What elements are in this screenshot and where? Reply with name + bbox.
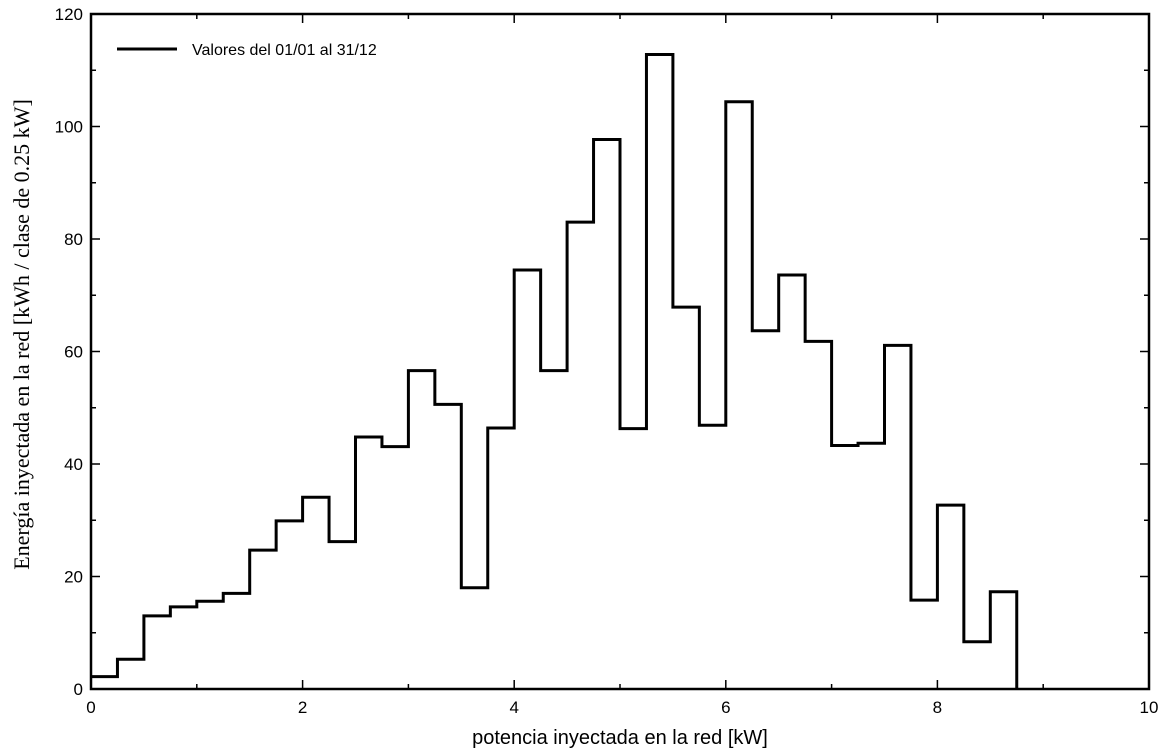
y-tick-label: 120 [55, 5, 83, 24]
histogram-bin [329, 542, 355, 689]
histogram-bin [673, 307, 699, 689]
histogram-bin [646, 55, 672, 690]
histogram-bin [117, 659, 143, 689]
series-layer [91, 53, 1019, 690]
histogram-bin [594, 139, 620, 689]
histogram-bin [620, 429, 646, 689]
y-tick-label: 0 [74, 680, 83, 699]
x-tick-label: 4 [509, 698, 518, 717]
histogram-bin [276, 521, 302, 689]
histogram-bin [567, 222, 593, 689]
histogram-bin [223, 593, 249, 689]
histogram-bin [990, 592, 1016, 689]
legend-label: Valores del 01/01 al 31/12 [192, 42, 377, 59]
histogram-bin [488, 428, 514, 689]
x-tick-label: 6 [721, 698, 730, 717]
y-tick-label: 20 [64, 568, 83, 587]
histogram-bin [514, 270, 540, 689]
series-step-line [91, 53, 1019, 689]
histogram-bin [408, 371, 434, 689]
histogram-bin [461, 588, 487, 689]
histogram-bin [303, 497, 329, 689]
y-tick-label: 80 [64, 230, 83, 249]
histogram-bin [911, 600, 937, 689]
x-axis-label: potencia inyectada en la red [kW] [472, 727, 768, 749]
histogram-bin [541, 371, 567, 689]
histogram-bin [964, 642, 990, 689]
histogram-bin [779, 275, 805, 689]
histogram-bin [699, 425, 725, 689]
x-tick-label: 8 [933, 698, 942, 717]
histogram-bin [435, 404, 461, 689]
histogram-bin [832, 445, 858, 689]
histogram-bin [726, 102, 752, 689]
histogram-bin [250, 550, 276, 689]
histogram-bin [91, 677, 117, 689]
x-tick-label: 10 [1140, 698, 1159, 717]
y-tick-label: 60 [64, 343, 83, 362]
histogram-bin [356, 437, 382, 689]
y-axis-label: Energía inyectada en la red [kWh / clase… [9, 99, 34, 570]
y-tick-label: 100 [55, 118, 83, 137]
histogram-bin [382, 447, 408, 689]
histogram-bin [805, 341, 831, 689]
histogram-bin [170, 607, 196, 689]
legend: Valores del 01/01 al 31/12 [117, 42, 377, 59]
histogram-bin [937, 505, 963, 689]
y-tick-label: 40 [64, 455, 83, 474]
histogram-bin [858, 443, 884, 689]
x-tick-label: 0 [86, 698, 95, 717]
histogram-bin [752, 331, 778, 689]
histogram-bin [197, 601, 223, 689]
histogram-bin [144, 616, 170, 689]
plot-frame [89, 12, 1151, 691]
x-tick-label: 2 [298, 698, 307, 717]
histogram-bin [885, 345, 911, 689]
